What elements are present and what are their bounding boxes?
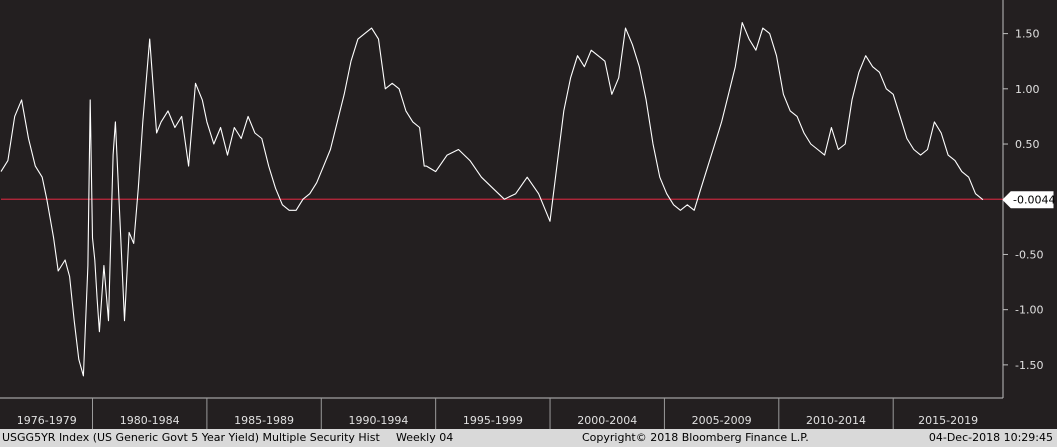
yield-series-line [0, 22, 984, 377]
y-tick-label: 1.50 [1015, 28, 1040, 41]
x-tick-label: 2010-2014 [806, 414, 866, 427]
y-tick-label: -0.50 [1015, 248, 1043, 261]
y-tick-label: 1.00 [1015, 83, 1040, 96]
x-tick-label: 1980-1984 [120, 414, 180, 427]
timestamp: 04-Dec-2018 10:29:45 [928, 431, 1053, 444]
y-tick-label: -1.50 [1015, 359, 1043, 372]
copyright-notice: Copyright© 2018 Bloomberg Finance L.P. [582, 431, 809, 444]
x-tick-label: 1985-1989 [234, 414, 294, 427]
footer-bar: USGG5YR Index (US Generic Govt 5 Year Yi… [0, 429, 1057, 447]
x-tick-label: 2005-2009 [692, 414, 752, 427]
y-tick-label: -1.00 [1015, 304, 1043, 317]
x-tick-label: 1976-1979 [17, 414, 77, 427]
x-tick-label: 1995-1999 [463, 414, 523, 427]
x-tick-label: 2015-2019 [918, 414, 978, 427]
line-chart: 1.50 1.00 0.50 -0.50 -1.00 -1.50 1976-1979 1980… [0, 0, 1055, 429]
security-description: USGG5YR Index (US Generic Govt 5 Year Yi… [2, 431, 380, 444]
x-tick-label: 2000-2004 [577, 414, 637, 427]
last-value-label: -0.0044 [1013, 194, 1055, 207]
x-tick-label: 1990-1994 [348, 414, 408, 427]
last-value-marker [1002, 191, 1054, 209]
y-tick-label: 0.50 [1015, 138, 1040, 151]
frequency-label: Weekly 04 [396, 431, 454, 444]
